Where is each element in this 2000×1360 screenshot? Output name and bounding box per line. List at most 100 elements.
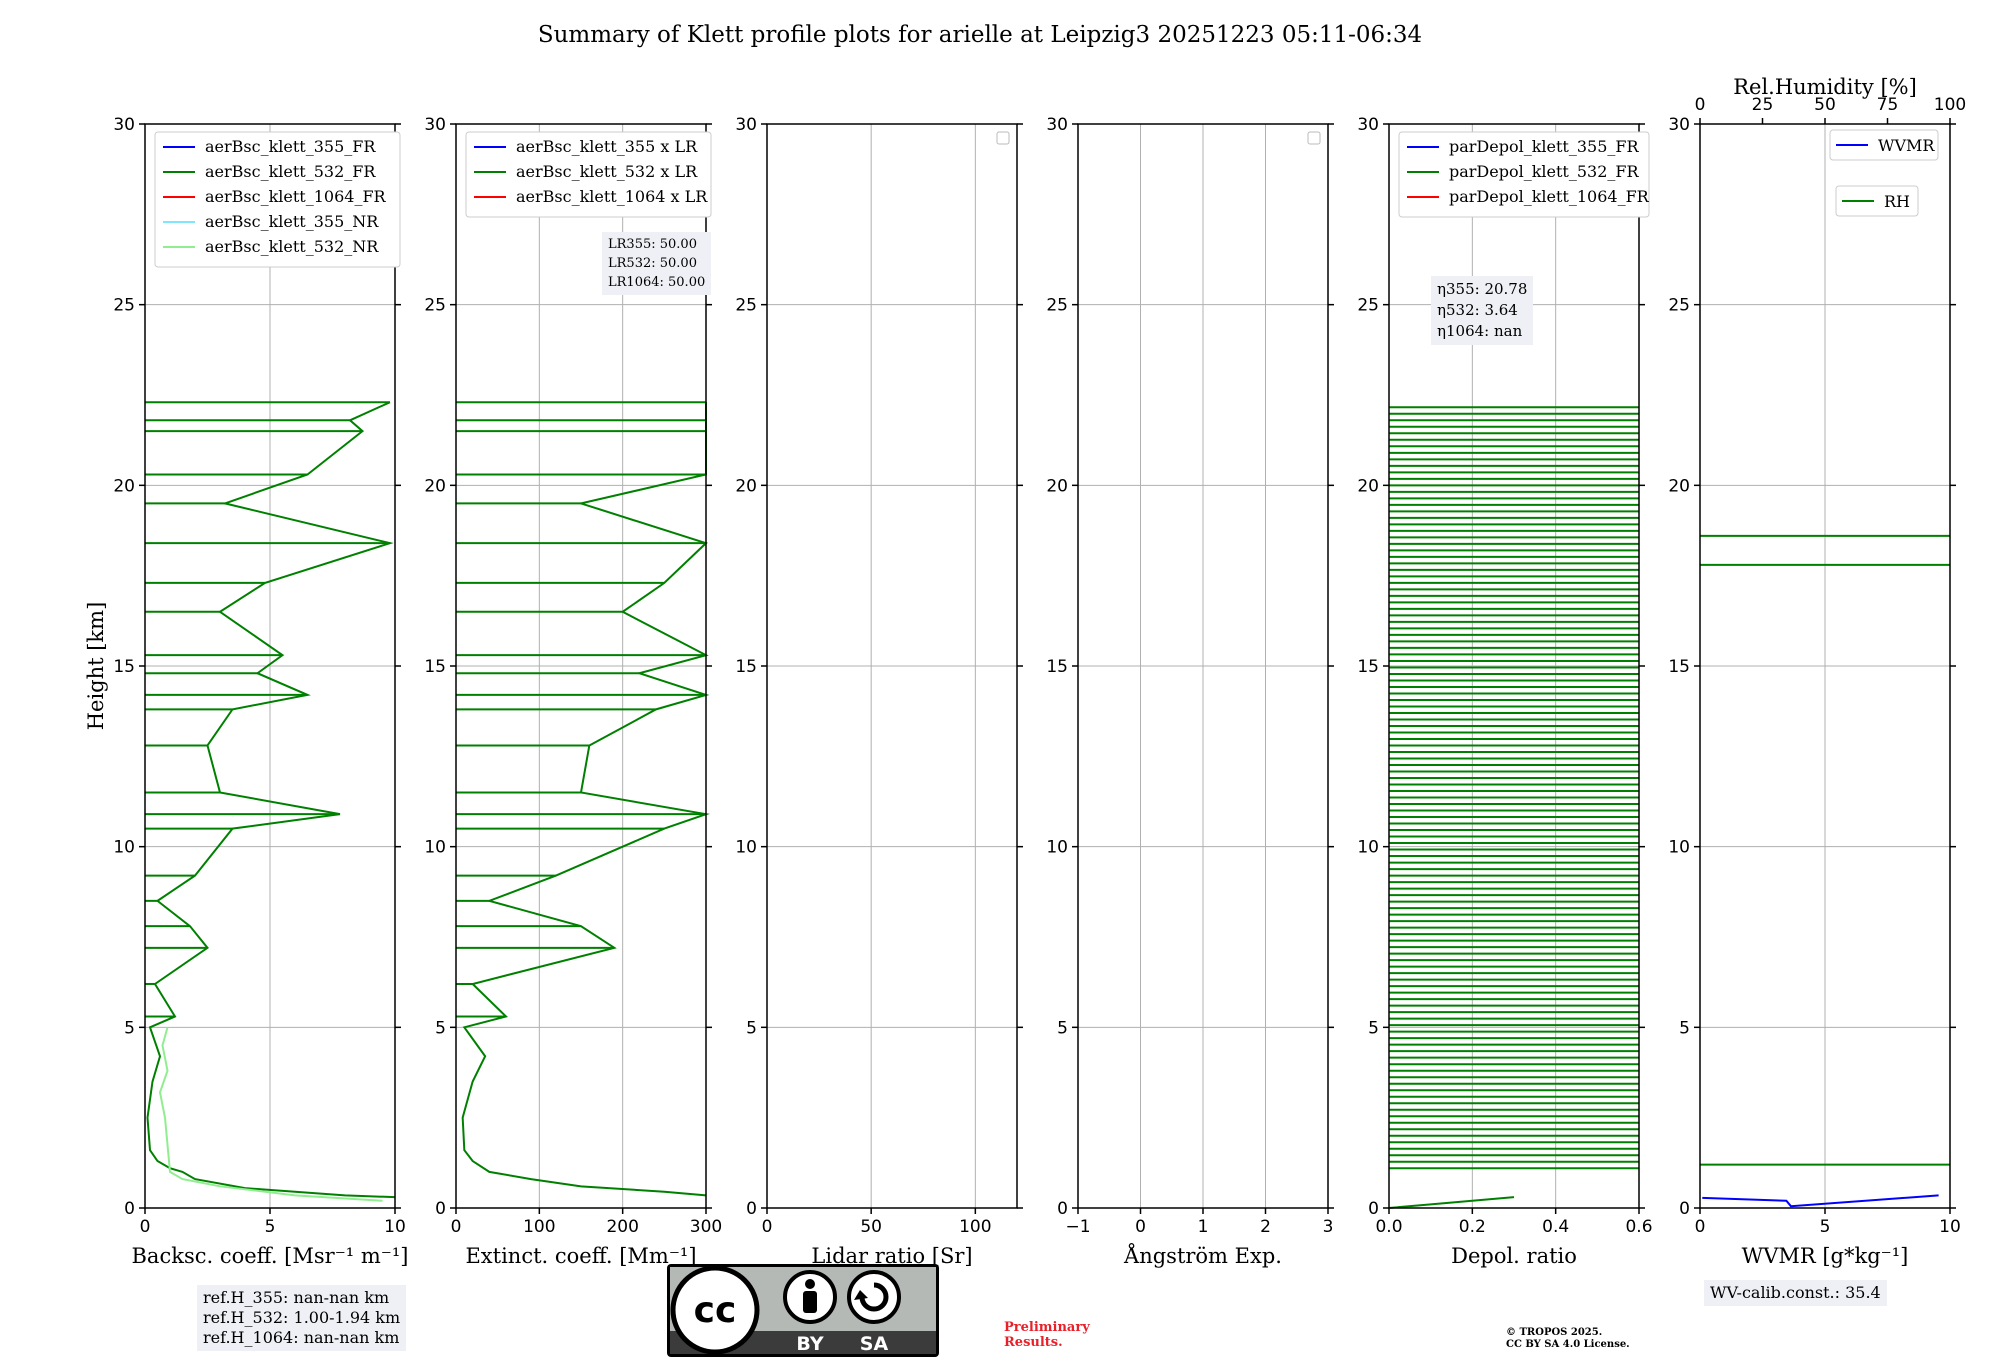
- legend-label: aerBsc_klett_532_NR: [205, 237, 379, 256]
- series-line: [1702, 1194, 1939, 1208]
- y-tick-label: 0: [1368, 1199, 1379, 1219]
- y-tick-label: 30: [735, 115, 757, 135]
- y-tick-label: 20: [1668, 476, 1690, 496]
- lr532-text: LR532: 50.00: [608, 256, 697, 271]
- y-tick-label: 25: [735, 296, 757, 316]
- y-axis-label: Height [km]: [84, 602, 108, 731]
- y-tick-label: 0: [1057, 1199, 1068, 1219]
- y-tick-label: 30: [113, 115, 135, 135]
- y-tick-label: 5: [435, 1018, 446, 1038]
- y-tick-label: 5: [1679, 1018, 1690, 1038]
- legend-box: [1835, 185, 1919, 217]
- copyright-note: © TROPOS 2025. CC BY SA 4.0 License.: [1506, 1327, 1630, 1351]
- legend-label: aerBsc_klett_1064_FR: [205, 187, 387, 206]
- empty-legend-box: [996, 131, 1010, 145]
- x-tick-label: 0.6: [1625, 1217, 1652, 1237]
- x-tick-label: 5: [265, 1217, 276, 1237]
- y-tick-label: 20: [424, 476, 446, 496]
- legend-label: aerBsc_klett_355_FR: [205, 137, 376, 156]
- lr355-text: LR355: 50.00: [608, 237, 697, 252]
- y-tick-label: 25: [424, 296, 446, 316]
- top-tick-label: 100: [1934, 95, 1966, 115]
- x-tick-label: 0.0: [1375, 1217, 1402, 1237]
- y-tick-label: 0: [1679, 1199, 1690, 1219]
- legend-label: WVMR: [1878, 136, 1935, 155]
- y-tick-label: 15: [1668, 657, 1690, 677]
- sa-label: SA: [860, 1333, 889, 1355]
- y-tick-label: 0: [124, 1199, 135, 1219]
- y-tick-label: 30: [1046, 115, 1068, 135]
- x-tick-label: 0: [451, 1217, 462, 1237]
- legend-label: aerBsc_klett_355 x LR: [516, 137, 698, 156]
- x-tick-label: 0: [1135, 1217, 1146, 1237]
- eta-info-box: η355: 20.78 η532: 3.64 η1064: nan: [1431, 276, 1534, 345]
- legend-box: [465, 131, 712, 218]
- x-axis-label: Backsc. coeff. [Msr⁻¹ m⁻¹]: [132, 1244, 409, 1268]
- y-tick-label: 15: [1046, 657, 1068, 677]
- preliminary-line-2: Results.: [1004, 1335, 1063, 1350]
- y-tick-label: 10: [424, 838, 446, 858]
- panel-5: 0.0 0.2 0.4 0.6 0 5 10 15 20 25 30 Depol. ratio parD…: [1357, 115, 1652, 1268]
- x-axis-label: Extinct. coeff. [Mm⁻¹]: [465, 1244, 696, 1268]
- lr1064-text: LR1064: 50.00: [608, 275, 706, 290]
- y-tick-label: 15: [735, 657, 757, 677]
- cc-logo-icon: [670, 1265, 760, 1355]
- top-tick-label: 25: [1752, 95, 1774, 115]
- x-axis-label: WVMR [g*kg⁻¹]: [1742, 1244, 1909, 1268]
- axes-frame: [1077, 123, 1329, 1209]
- ref-h-1064: ref.H_1064: nan-nan km: [203, 1328, 400, 1347]
- y-tick-label: 10: [1357, 838, 1379, 858]
- top-tick-label: 75: [1877, 95, 1899, 115]
- figure-title: Summary of Klett profile plots for ariel…: [537, 22, 1423, 48]
- y-tick-label: 20: [113, 476, 135, 496]
- axes-frame: [766, 123, 1018, 1209]
- y-tick-label: 15: [1357, 657, 1379, 677]
- top-axis-label: Rel.Humidity [%]: [1733, 75, 1917, 99]
- y-tick-label: 25: [1668, 296, 1690, 316]
- top-tick-label: 50: [1814, 95, 1836, 115]
- axes-frame: [1388, 123, 1640, 1209]
- by-label: BY: [796, 1333, 823, 1355]
- series-line: [461, 402, 710, 1197]
- series-line: [146, 401, 396, 1199]
- legend-label: aerBsc_klett_355_NR: [205, 212, 379, 231]
- y-tick-label: 0: [435, 1199, 446, 1219]
- y-tick-label: 10: [1046, 838, 1068, 858]
- y-tick-label: 10: [1668, 838, 1690, 858]
- y-tick-label: 30: [424, 115, 446, 135]
- axes-frame: [144, 123, 396, 1209]
- x-tick-label: 10: [1939, 1217, 1961, 1237]
- wv-calib-text: WV-calib.const.: 35.4: [1710, 1283, 1881, 1302]
- series-line: [158, 1027, 383, 1202]
- legend-label: parDepol_klett_532_FR: [1449, 162, 1640, 181]
- ref-h-355: ref.H_355: nan-nan km: [203, 1288, 390, 1307]
- legend-label: aerBsc_klett_1064 x LR: [516, 187, 708, 206]
- axes-frame: [455, 123, 707, 1209]
- wv-calibration-box: WV-calib.const.: 35.4: [1704, 1280, 1887, 1306]
- x-tick-label: 0.2: [1459, 1217, 1486, 1237]
- x-tick-label: 5: [1820, 1217, 1831, 1237]
- legend-box: [1829, 129, 1939, 161]
- cc-license-badge[interactable]: cc BY SA: [667, 1264, 939, 1357]
- x-axis-label: Depol. ratio: [1451, 1244, 1577, 1268]
- ref-h-532: ref.H_532: 1.00-1.94 km: [203, 1308, 401, 1327]
- eta355-text: η355: 20.78: [1437, 280, 1528, 298]
- x-tick-label: 50: [860, 1217, 882, 1237]
- x-tick-label: 200: [606, 1217, 638, 1237]
- eta1064-text: η1064: nan: [1437, 322, 1523, 340]
- x-tick-label: 100: [523, 1217, 555, 1237]
- y-tick-label: 25: [1046, 296, 1068, 316]
- eta532-text: η532: 3.64: [1437, 301, 1518, 319]
- x-tick-label: −1: [1065, 1217, 1090, 1237]
- reference-height-box: ref.H_355: nan-nan km ref.H_532: 1.00-1.…: [197, 1285, 407, 1351]
- x-tick-label: 2: [1260, 1217, 1271, 1237]
- x-tick-label: 0: [762, 1217, 773, 1237]
- legend-box: [1398, 131, 1650, 218]
- y-tick-label: 20: [735, 476, 757, 496]
- panel-1: 0 5 10 0 5 10 15 20 25 30 Backsc. coeff. [Msr⁻¹ m⁻…: [113, 115, 408, 1268]
- y-tick-label: 30: [1357, 115, 1379, 135]
- y-tick-label: 10: [113, 838, 135, 858]
